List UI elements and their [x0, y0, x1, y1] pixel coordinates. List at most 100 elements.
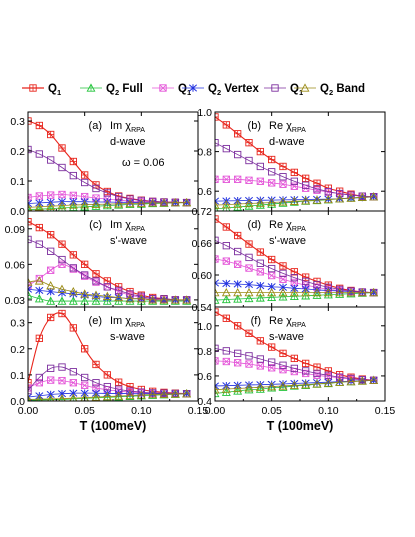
data-point-f-1-6: [268, 343, 276, 351]
data-point-e-5-3: [47, 364, 55, 373]
data-point-c-6-7: [91, 290, 101, 299]
legend-marker-5: [271, 84, 279, 92]
data-point-a-6-11: [136, 198, 146, 207]
data-point-d-6-6: [267, 287, 277, 297]
data-point-e-6-10: [125, 390, 135, 400]
data-point-d-6-2: [221, 287, 231, 297]
panel-a: 0.0 0.1 0.2 0.3 (a) Im χRPA d-wave ω = 0.06: [10, 111, 199, 218]
legend-label-5: Q1: [290, 83, 303, 97]
data-point-e-1-4: [58, 309, 66, 318]
data-point-f-5-12: [336, 373, 344, 381]
legend-marker-4: [188, 84, 198, 92]
data-point-c-5-10: [126, 290, 134, 298]
data-point-a-3-4: [58, 190, 66, 199]
data-point-b-6-7: [278, 197, 288, 206]
data-point-e-5-2: [35, 373, 43, 382]
data-point-d-1-6: [268, 255, 276, 264]
legend-entry-4: Q2 Vertex: [182, 83, 259, 97]
data-point-d-1-7: [279, 262, 287, 270]
data-point-c-6-11: [136, 294, 146, 303]
data-point-d-4-4: [244, 280, 254, 289]
series-b-6: [215, 192, 379, 209]
series-c-6: [28, 276, 192, 304]
data-point-f-5-9: [302, 367, 310, 375]
data-point-b-6-14: [357, 192, 367, 201]
data-point-b-1-6: [268, 155, 276, 164]
data-point-e-3-4: [58, 376, 66, 385]
data-point-f-1-8: [290, 354, 298, 363]
data-point-a-5-10: [126, 195, 134, 203]
data-point-f-5-4: [245, 352, 253, 360]
data-point-e-6-5: [69, 393, 78, 401]
legend-marker-1: [29, 84, 37, 92]
y-tick-label-f: 0.4: [197, 396, 212, 408]
data-point-a-6-9: [114, 199, 124, 208]
data-point-c-6-13: [159, 295, 169, 304]
data-point-a-3-1: [28, 193, 32, 202]
data-point-d-6-5: [255, 287, 265, 297]
data-point-b-6-1: [215, 200, 220, 209]
data-point-c-1-7: [92, 270, 100, 278]
y-tick-label-b: 1.0: [197, 107, 212, 119]
data-point-f-6-7: [278, 381, 288, 390]
data-point-c-2-2: [34, 294, 44, 303]
data-point-d-3-4: [245, 264, 253, 272]
data-point-c-5-11: [137, 292, 145, 300]
data-point-a-6-4: [57, 200, 67, 210]
y-tick-label-e: 0.2: [10, 344, 25, 356]
data-point-c-1-6: [81, 260, 89, 268]
data-point-a-1-4: [58, 144, 66, 152]
data-point-b-4-1: [215, 197, 220, 205]
data-point-d-1-4: [245, 240, 253, 248]
series-d-6: [215, 287, 379, 297]
data-point-b-1-3: [234, 130, 242, 138]
y-tick-label-c: 0.09: [5, 224, 26, 236]
data-point-b-6-8: [289, 196, 299, 205]
series-line-b-6: [215, 196, 374, 206]
data-point-d-5-6: [268, 264, 276, 273]
data-point-a-5-11: [137, 196, 145, 205]
data-point-b-6-2: [221, 200, 231, 209]
data-point-e-6-14: [170, 389, 180, 398]
legend-label-6: Q2 Band: [320, 83, 365, 97]
panel-wave-c: s'-wave: [110, 235, 147, 247]
data-point-d-1-2: [222, 223, 230, 231]
data-point-c-6-3: [46, 281, 56, 290]
x-tick-label-e: 0.15: [188, 405, 209, 417]
x-tick-label-f: 0.05: [261, 405, 282, 417]
data-point-c-1-4: [58, 240, 66, 248]
legend-entry-1: Q1: [22, 83, 61, 97]
y-tick-label-e: 0.3: [10, 318, 25, 330]
data-point-e-5-6: [81, 373, 89, 382]
panel-tag-f: (f): [251, 315, 261, 327]
data-point-f-5-6: [268, 358, 276, 366]
data-point-d-5-4: [245, 253, 253, 262]
y-tick-label-f: 0.6: [197, 371, 212, 383]
data-point-c-5-7: [92, 277, 100, 285]
data-point-e-1-3: [47, 313, 55, 322]
data-point-c-1-1: [28, 218, 32, 226]
data-point-b-5-8: [290, 177, 298, 185]
data-point-b-6-9: [301, 196, 311, 205]
data-point-f-1-3: [234, 322, 242, 330]
data-point-e-1-8: [103, 371, 111, 379]
data-point-f-5-7: [279, 361, 287, 369]
data-point-b-3-3: [234, 175, 242, 183]
data-point-a-5-8: [103, 189, 111, 197]
data-point-d-6-1: [215, 287, 220, 297]
data-point-d-5-5: [256, 259, 264, 267]
data-point-f-1-10: [313, 363, 321, 371]
data-point-f-1-7: [279, 349, 287, 358]
data-point-e-1-6: [81, 345, 89, 353]
data-point-d-5-13: [347, 287, 355, 295]
data-point-c-6-9: [114, 292, 124, 302]
data-point-d-6-9: [301, 287, 311, 297]
legend: Q1 Q2 Full Q1 Q2 Vertex Q1 Q2 Band: [22, 83, 365, 97]
data-point-b-1-8: [290, 168, 298, 177]
x-tick-label-e: 0.05: [74, 405, 95, 417]
data-point-a-5-2: [35, 150, 43, 158]
panel-wave-d: s'-wave: [269, 235, 306, 247]
data-point-e-3-3: [47, 376, 55, 384]
data-point-a-6-13: [159, 198, 169, 207]
